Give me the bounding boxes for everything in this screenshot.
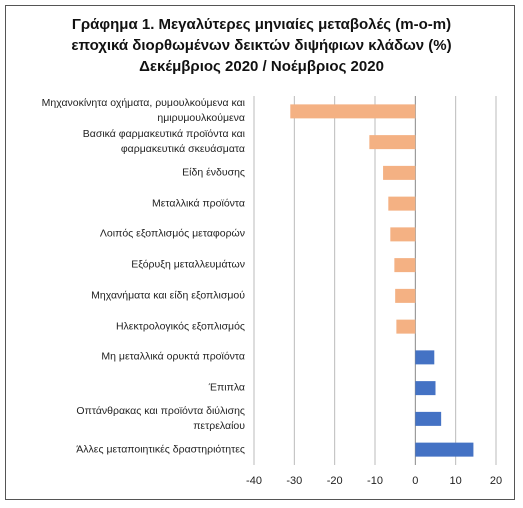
bar bbox=[388, 196, 416, 211]
y-tick-label: Έπιπλα bbox=[208, 381, 245, 394]
y-tick-label: Μηχανήματα και είδη εξοπλισμού bbox=[91, 289, 245, 302]
bar bbox=[290, 104, 416, 119]
bar bbox=[369, 135, 416, 150]
chart-border bbox=[5, 5, 515, 500]
chart-title: Γράφημα 1. Μεγαλύτερες μηνιαίες μεταβολέ… bbox=[71, 16, 452, 75]
x-tick-label: 0 bbox=[412, 475, 418, 487]
y-tick-label: Μηχανοκίνητα οχήματα, ρυμουλκούμενα και … bbox=[41, 97, 245, 125]
bar bbox=[415, 442, 474, 457]
y-tick-label: Άλλες μεταποιητικές δραστηριότητες bbox=[76, 443, 245, 456]
x-tick-label: -10 bbox=[367, 475, 383, 487]
y-tick-label: Είδη ένδυσης bbox=[182, 166, 245, 179]
x-tick-label: -30 bbox=[286, 475, 302, 487]
bar bbox=[395, 288, 416, 303]
x-tick-label: 20 bbox=[490, 475, 502, 487]
bar bbox=[390, 227, 416, 242]
bar bbox=[396, 319, 416, 334]
y-tick-label: Μεταλλικά προϊόντα bbox=[152, 197, 245, 210]
x-tick-label: -40 bbox=[246, 475, 262, 487]
y-tick-label: Ηλεκτρολογικός εξοπλισμός bbox=[115, 320, 245, 333]
bar bbox=[415, 411, 442, 426]
y-tick-label: Εξόρυξη μεταλλευμάτων bbox=[131, 258, 245, 271]
bar bbox=[415, 350, 435, 365]
bar bbox=[394, 258, 416, 273]
bar bbox=[383, 165, 416, 180]
y-tick-label: Βασικά φαρμακευτικά προϊόντα και φαρμακε… bbox=[82, 128, 245, 156]
bar bbox=[415, 381, 436, 396]
y-tick-label: Οπτάνθρακας και προϊόντα διύλισης πετρελ… bbox=[76, 404, 245, 432]
x-tick-label: -20 bbox=[327, 475, 343, 487]
x-tick-label: 10 bbox=[450, 475, 462, 487]
y-tick-label: Μη μεταλλικά ορυκτά προϊόντα bbox=[101, 350, 245, 363]
y-tick-label: Λοιπός εξοπλισμός μεταφορών bbox=[99, 227, 245, 240]
